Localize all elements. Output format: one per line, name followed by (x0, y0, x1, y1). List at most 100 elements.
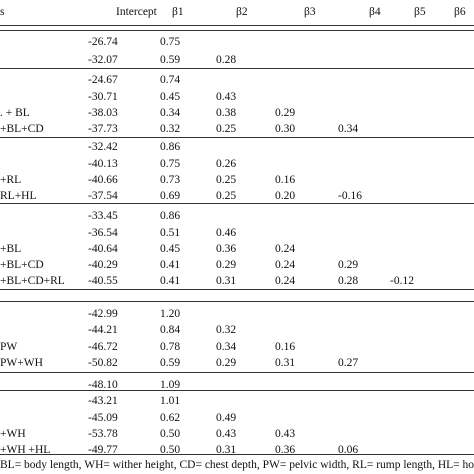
cell-beta2: 0.38 (216, 107, 237, 119)
header-beta5: β5 (414, 6, 426, 18)
section-rule (0, 289, 474, 290)
cell-beta1: 0.69 (160, 190, 181, 202)
cell-intercept: -45.09 (88, 412, 118, 424)
cell-intercept: -43.21 (88, 395, 118, 407)
header-intercept: Intercept (116, 6, 157, 18)
cell-beta2: 0.28 (216, 54, 237, 66)
cell-beta3: 0.16 (275, 174, 296, 186)
cell-beta3: 0.24 (275, 243, 296, 255)
cell-beta3: 0.31 (275, 357, 296, 369)
row-label: +WH +HL (0, 444, 51, 456)
cell-intercept: -30.71 (88, 91, 118, 103)
cell-beta4: -0.16 (338, 190, 362, 202)
cell-intercept: -32.42 (88, 141, 118, 153)
header-beta1: β1 (172, 6, 184, 18)
cell-intercept: -46.72 (88, 341, 118, 353)
row-label: . + BL (0, 107, 30, 119)
table-row: +WH +HL -49.77 0.50 0.31 0.36 0.06 (0, 440, 474, 460)
cell-beta1: 1.01 (160, 395, 181, 407)
table-row: -32.07 0.59 0.28 (0, 50, 474, 70)
table-row: -45.09 0.62 0.49 (0, 408, 474, 428)
cell-beta2: 0.49 (216, 412, 237, 424)
cell-intercept: -48.10 (88, 379, 118, 391)
section-rule (0, 137, 474, 138)
table-row: -42.99 1.20 (0, 304, 474, 324)
cell-beta1: 0.45 (160, 243, 181, 255)
table-row: . + BL -38.03 0.34 0.38 0.29 (0, 103, 474, 123)
cell-intercept: -40.64 (88, 243, 118, 255)
cell-beta2: 0.31 (216, 275, 237, 287)
table-footnote: BL= body length, WH= wither height, CD= … (0, 459, 474, 471)
cell-beta3: 0.43 (275, 428, 296, 440)
cell-beta1: 0.51 (160, 227, 181, 239)
table-row: +BL+CD+RL -40.55 0.41 0.31 0.24 0.28 -0.12 (0, 271, 474, 291)
cell-intercept: -37.73 (88, 123, 118, 135)
bottom-rule (0, 454, 474, 455)
cell-beta1: 0.73 (160, 174, 181, 186)
cell-beta4: 0.06 (338, 444, 359, 456)
table-row: +BL+CD -37.73 0.32 0.25 0.30 0.34 (0, 119, 474, 139)
cell-beta3: 0.36 (275, 444, 296, 456)
cell-beta1: 0.86 (160, 141, 181, 153)
table-row: PW+WH -50.82 0.59 0.29 0.31 0.27 (0, 353, 474, 373)
cell-beta3: 0.20 (275, 190, 296, 202)
cell-intercept: -42.99 (88, 308, 118, 320)
cell-beta4: 0.29 (338, 259, 359, 271)
cell-intercept: -49.77 (88, 444, 118, 456)
cell-beta1: 0.34 (160, 107, 181, 119)
cell-beta1: 0.75 (160, 158, 181, 170)
row-label: +WH (0, 428, 26, 440)
cell-beta2: 0.26 (216, 158, 237, 170)
cell-beta2: 0.29 (216, 357, 237, 369)
cell-beta2: 0.32 (216, 324, 237, 336)
cell-beta3: 0.30 (275, 123, 296, 135)
cell-beta4: 0.27 (338, 357, 359, 369)
table-row: -26.74 0.75 (0, 32, 474, 52)
table-row: -30.71 0.45 0.43 (0, 87, 474, 107)
cell-intercept: -38.03 (88, 107, 118, 119)
cell-beta1: 0.50 (160, 444, 181, 456)
section-rule (0, 390, 474, 391)
cell-intercept: -24.67 (88, 74, 118, 86)
header-rule (0, 25, 474, 26)
table-row: -43.21 1.01 (0, 391, 474, 411)
cell-beta1: 0.41 (160, 259, 181, 271)
cell-beta1: 1.20 (160, 308, 181, 320)
row-label: PW+WH (0, 357, 43, 369)
cell-intercept: -40.13 (88, 158, 118, 170)
row-label: +BL (0, 243, 22, 255)
section-rule (0, 68, 474, 69)
table-row: -36.54 0.51 0.46 (0, 223, 474, 243)
cell-beta1: 0.74 (160, 74, 181, 86)
cell-intercept: -40.29 (88, 259, 118, 271)
cell-beta1: 0.59 (160, 54, 181, 66)
table-row: +RL -40.66 0.73 0.25 0.16 (0, 170, 474, 190)
cell-beta2: 0.34 (216, 341, 237, 353)
table-row: RL+HL -37.54 0.69 0.25 0.20 -0.16 (0, 186, 474, 206)
table-row: -32.42 0.86 (0, 137, 474, 157)
cell-beta1: 0.75 (160, 36, 181, 48)
header-beta4: β4 (369, 6, 381, 18)
cell-intercept: -36.54 (88, 227, 118, 239)
header-model-label: s (0, 6, 5, 18)
row-label: +BL+CD (0, 123, 44, 135)
table-row: -33.45 0.86 (0, 206, 474, 226)
cell-intercept: -26.74 (88, 36, 118, 48)
cell-beta1: 0.84 (160, 324, 181, 336)
cell-beta4: 0.28 (338, 275, 359, 287)
cell-beta2: 0.46 (216, 227, 237, 239)
row-label: RL+HL (0, 190, 37, 202)
cell-beta1: 0.78 (160, 341, 181, 353)
cell-intercept: -40.66 (88, 174, 118, 186)
cell-beta2: 0.29 (216, 259, 237, 271)
table-row: +BL -40.64 0.45 0.36 0.24 (0, 239, 474, 259)
table-row: +WH -53.78 0.50 0.43 0.43 (0, 424, 474, 444)
row-label: +RL (0, 174, 22, 186)
table-row: -44.21 0.84 0.32 (0, 320, 474, 340)
cell-beta2: 0.25 (216, 190, 237, 202)
cell-beta2: 0.43 (216, 91, 237, 103)
cell-beta2: 0.43 (216, 428, 237, 440)
cell-intercept: -40.55 (88, 275, 118, 287)
cell-beta1: 0.32 (160, 123, 181, 135)
section-rule (0, 301, 474, 302)
